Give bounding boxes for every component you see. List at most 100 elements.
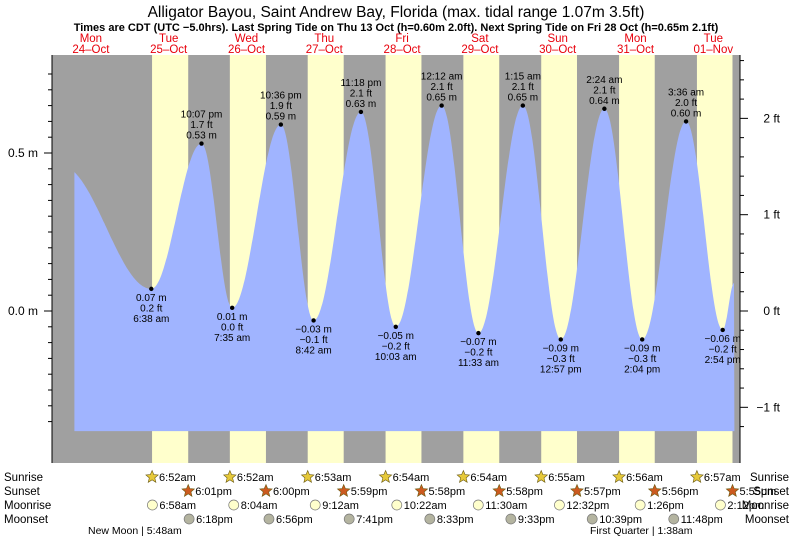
low-tide-point — [393, 324, 398, 329]
sunrise-time: 6:57am — [704, 472, 741, 484]
moonset-icon — [505, 513, 517, 525]
low-tide-label: −0.09 m — [624, 343, 660, 354]
high-tide-point — [439, 103, 444, 108]
low-tide-label: 2:54 pm — [705, 355, 741, 366]
low-tide-label: −0.2 ft — [709, 344, 737, 355]
moonset-icon — [343, 513, 355, 525]
sunset-star-icon — [259, 483, 273, 497]
high-tide-point — [199, 141, 204, 146]
high-tide-label: 0.65 m — [426, 93, 457, 104]
low-tide-label: −0.3 ft — [547, 354, 575, 365]
axes: 0.5 m 0.0 m 2 ft 1 ft 0 ft −1 ft — [8, 55, 781, 463]
high-tide-point — [683, 119, 689, 124]
low-tide-label: 10:03 am — [375, 352, 417, 363]
low-tide-label: 0.2 ft — [140, 303, 162, 314]
sunrise-star-icon — [300, 469, 315, 483]
moonrise-time: 12:32pm — [566, 500, 609, 512]
day-name: Tue — [704, 33, 723, 45]
low-tide-label: 0.07 m — [136, 293, 167, 304]
high-tide-label: 2:24 am — [586, 75, 622, 86]
moonset-time: 9:33pm — [518, 514, 555, 526]
sunset-time: 5:58pm — [428, 486, 465, 498]
low-tide-label: −0.09 m — [543, 343, 579, 354]
high-tide-label: 2.1 ft — [512, 82, 534, 93]
high-tide-label: 0.64 m — [589, 96, 620, 107]
moonrise-icon — [472, 499, 484, 511]
moonrise-icon — [554, 499, 565, 511]
sunset-star-icon — [336, 483, 351, 497]
sunrise-time: 6:54am — [393, 472, 430, 484]
low-tide-label: −0.1 ft — [300, 335, 328, 346]
moonrise-time: 6:58am — [159, 500, 196, 512]
sunrise-time: 6:52am — [159, 472, 196, 484]
sunrise-time: 6:52am — [237, 472, 274, 484]
high-tide-label: 10:07 pm — [181, 110, 223, 121]
row-label-left: Sunrise — [4, 472, 43, 484]
row-label-left: Moonrise — [4, 500, 51, 512]
moonset-icon — [183, 513, 195, 525]
moonrise-time: 2:12pm — [727, 500, 764, 512]
day-name: Mon — [624, 33, 646, 45]
sunrise-time: 6:54am — [470, 472, 507, 484]
sunrise-star-icon — [222, 469, 237, 483]
right-axis-label: 1 ft — [763, 208, 780, 222]
day-name: Wed — [235, 33, 258, 45]
high-tide-label: 0.60 m — [671, 108, 702, 119]
moonrise-icon — [391, 499, 403, 511]
tide-extremes: 0.07 m0.2 ft6:38 am 10:07 pm1.7 ft0.53 m 0… — [133, 72, 741, 376]
high-tide-label: 2.1 ft — [350, 88, 372, 99]
sunset-time: 5:57pm — [584, 486, 621, 498]
sunset-star-icon — [414, 483, 429, 497]
right-axis-label: −1 ft — [756, 400, 780, 414]
day-date: 25–Oct — [150, 44, 188, 56]
row-label-right: Sunrise — [750, 472, 789, 484]
day-name: Sat — [471, 33, 489, 45]
day-date: 27–Oct — [306, 44, 344, 56]
high-tide-label: 2.1 ft — [593, 85, 615, 96]
sun-moon-rows: Sunrise Sunrise Sunset Sunset Moonrise Moonri… — [4, 469, 790, 537]
sunset-time: 6:01pm — [195, 486, 232, 498]
moonrise-time: 9:12am — [322, 500, 359, 512]
sunrise-time: 6:53am — [315, 472, 352, 484]
low-tide-point — [558, 337, 563, 342]
sunset-star-icon — [181, 483, 196, 497]
moonrise-icon — [147, 499, 158, 511]
low-tide-label: 0.0 ft — [221, 322, 243, 333]
day-headers: Mon24–OctTue25–OctWed26–OctThu27–OctFri2… — [72, 33, 733, 56]
left-axis-label: 0.0 m — [8, 304, 38, 318]
sunrise-time: 6:56am — [626, 472, 663, 484]
moon-phase-new: New Moon | 5:48am — [88, 525, 182, 537]
low-tide-label: −0.2 ft — [382, 341, 410, 352]
high-tide-label: 12:12 am — [421, 72, 463, 83]
day-date: 31–Oct — [617, 44, 655, 56]
high-tide-label: 1:15 am — [505, 72, 541, 83]
low-tide-point — [639, 337, 645, 342]
low-tide-point — [229, 305, 235, 311]
moonrise-time: 11:30am — [485, 500, 527, 512]
high-tide-label: 10:36 pm — [260, 91, 302, 102]
low-tide-label: 7:35 am — [214, 333, 250, 344]
day-name: Tue — [159, 33, 178, 45]
moonrise-icon — [309, 499, 321, 511]
day-date: 29–Oct — [461, 44, 499, 56]
moonset-time: 6:56pm — [276, 514, 313, 526]
sunset-star-icon — [647, 483, 662, 497]
sunrise-star-icon — [145, 469, 159, 483]
moonrise-icon — [715, 499, 726, 511]
low-tide-label: 2:04 pm — [624, 364, 660, 375]
day-name: Fri — [395, 33, 408, 45]
row-label-right: Moonrise — [742, 500, 789, 512]
moonrise-icon — [228, 499, 240, 511]
low-tide-label: −0.06 m — [704, 334, 740, 345]
high-tide-point — [358, 109, 364, 115]
day-date: 30–Oct — [539, 44, 577, 56]
high-tide-label: 1.7 ft — [190, 120, 212, 131]
sunset-time: 5:56pm — [662, 486, 699, 498]
chart-title: Alligator Bayou, Saint Andrew Bay, Flori… — [148, 4, 645, 21]
sunset-time: 5:58pm — [506, 486, 543, 498]
sunrise-star-icon — [534, 469, 549, 483]
high-tide-label: 2.0 ft — [675, 98, 697, 109]
low-tide-label: 8:42 am — [296, 345, 332, 356]
left-axis-label: 0.5 m — [8, 146, 38, 160]
